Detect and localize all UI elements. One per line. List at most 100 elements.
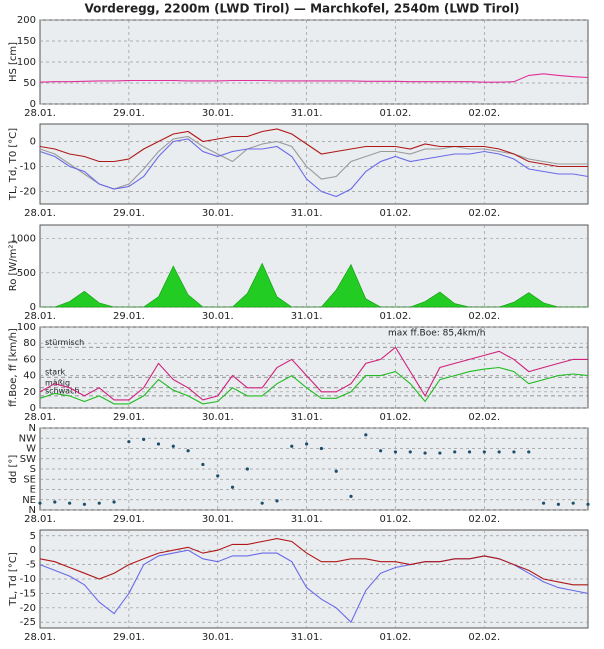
y-tick-label: N [29, 505, 36, 516]
x-tick-label: 29.01. [113, 208, 145, 219]
x-tick-label: 30.01. [202, 208, 234, 219]
y-tick-label: 0 [30, 403, 36, 414]
y-tick-label: W [26, 444, 36, 455]
y-tick-label: SE [23, 474, 36, 485]
x-tick-label: 29.01. [113, 108, 145, 119]
y-tick-label: 80 [23, 338, 36, 349]
scatter-point [453, 450, 457, 454]
y-tick-label: 0 [30, 302, 36, 313]
y-axis-label: TL, Td [°C] [8, 552, 19, 607]
y-tick-label: -20 [20, 187, 36, 198]
scatter-point [201, 462, 205, 467]
y-tick-label: -25 [20, 617, 36, 628]
x-tick-label: 31.01. [291, 412, 323, 423]
scatter-point [379, 449, 383, 453]
x-tick-label: 02.02. [468, 208, 500, 219]
scatter-point [53, 500, 57, 504]
y-tick-label: 0 [30, 545, 36, 556]
scatter-point [541, 501, 546, 505]
x-tick-label: 31.01. [291, 632, 323, 643]
x-tick-label: 29.01. [113, 632, 145, 643]
level-label: stürmisch [45, 338, 84, 347]
x-tick-label: 02.02. [468, 412, 500, 423]
x-tick-label: 28.01. [24, 514, 56, 525]
y-tick-label: 0 [30, 99, 36, 110]
x-tick-label: 29.01. [113, 514, 145, 525]
level-label: mäßig [45, 378, 70, 387]
x-tick-label: 31.01. [291, 108, 323, 119]
x-tick-label: 29.01. [113, 311, 145, 322]
y-tick-label: SW [20, 454, 36, 465]
y-tick-label: -10 [20, 574, 36, 585]
x-tick-label: 30.01. [202, 311, 234, 322]
scatter-point [38, 501, 42, 505]
scatter-point [334, 469, 338, 473]
plot-area [39, 19, 589, 105]
x-tick-label: 31.01. [291, 311, 323, 322]
plot-area [39, 123, 589, 205]
scatter-point [571, 501, 575, 505]
y-tick-label: 20 [23, 387, 36, 398]
chart-title: Vorderegg, 2200m (LWD Tirol) — Marchkofe… [85, 2, 520, 16]
y-tick-label: -15 [20, 588, 36, 599]
y-tick-label: S [30, 464, 36, 475]
scatter-point [186, 449, 190, 453]
y-axis-label: HS [cm] [8, 42, 19, 82]
x-tick-label: 28.01. [24, 208, 56, 219]
y-tick-label: 500 [17, 268, 36, 279]
x-tick-label: 30.01. [202, 108, 234, 119]
scatter-point [156, 442, 161, 446]
y-tick-label: 150 [17, 36, 36, 47]
line [39, 538, 588, 586]
y-tick-label: 5 [30, 531, 36, 542]
x-tick-label: 01.02. [380, 311, 412, 322]
area [40, 262, 588, 308]
plot-area [39, 224, 589, 308]
plot-area [39, 427, 589, 511]
scatter-point [112, 500, 116, 504]
x-tick-label: 01.02. [380, 108, 412, 119]
scatter-point [82, 502, 87, 506]
scatter-point [527, 450, 531, 454]
scatter-point [393, 450, 398, 454]
x-tick-label: 01.02. [380, 208, 412, 219]
scatter-point [467, 450, 472, 454]
y-axis-label: TL, Td, T0 [°C] [8, 128, 19, 201]
x-tick-label: 29.01. [113, 412, 145, 423]
scatter-point [245, 467, 249, 471]
x-tick-label: 02.02. [468, 514, 500, 525]
x-tick-label: 02.02. [468, 108, 500, 119]
plot-area [39, 529, 589, 629]
y-tick-label: 100 [17, 57, 36, 68]
y-axis-label: dd [°] [8, 455, 19, 484]
scatter-point [304, 442, 309, 446]
y-axis-label: Ro [W/m²] [8, 241, 19, 292]
x-tick-label: 28.01. [24, 412, 56, 423]
scatter-point [512, 450, 516, 454]
max-label: max ff.Boe: 85,4km/h [388, 329, 485, 339]
scatter-point [68, 501, 72, 505]
scatter-point [319, 446, 324, 451]
y-tick-label: 40 [23, 371, 36, 382]
x-tick-label: 02.02. [468, 311, 500, 322]
scatter-point [556, 502, 560, 506]
scatter-point [171, 444, 175, 448]
y-tick-label: -5 [26, 560, 36, 571]
x-tick-label: 02.02. [468, 632, 500, 643]
y-tick-label: NW [19, 433, 36, 444]
line [39, 128, 588, 168]
y-tick-label: 100 [17, 322, 36, 333]
y-tick-label: 1000 [11, 234, 36, 245]
line [39, 138, 589, 198]
y-tick-label: 60 [23, 354, 36, 365]
scatter-point [275, 499, 279, 503]
x-tick-label: 30.01. [202, 514, 234, 525]
level-label: schwach [45, 386, 80, 395]
line [39, 135, 588, 190]
scatter-point [408, 450, 412, 454]
scatter-point [142, 437, 146, 441]
scatter-point [482, 450, 486, 454]
y-axis-label: ff.Boe, ff [km/h] [8, 328, 19, 407]
x-tick-label: 30.01. [202, 412, 234, 423]
